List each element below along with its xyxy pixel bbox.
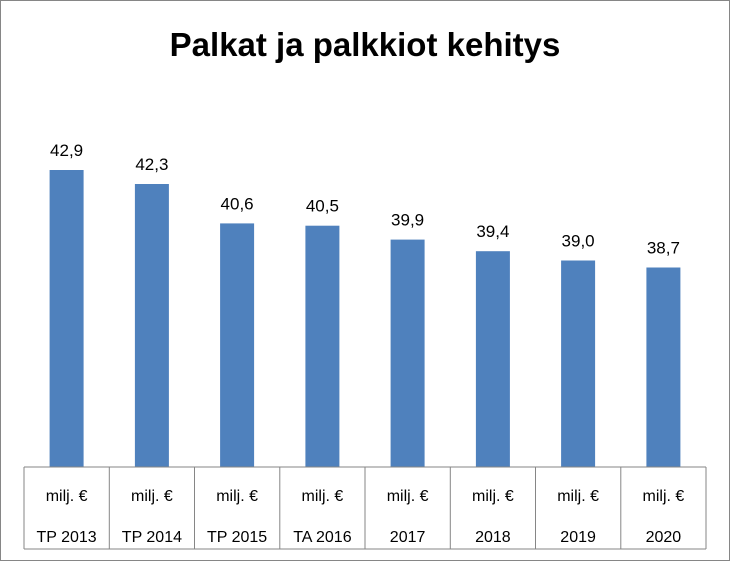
bar-7	[561, 260, 596, 467]
data-label-3: 40,6	[221, 194, 254, 213]
bar-2	[134, 184, 169, 467]
category-label-7: 2019	[560, 529, 596, 546]
unit-label-1: milj. €	[46, 488, 88, 505]
bars-group	[49, 170, 681, 467]
chart-title: Palkat ja palkkiot kehitys	[170, 26, 561, 63]
bar-4	[305, 225, 340, 467]
data-label-1: 42,9	[50, 141, 83, 160]
bar-6	[475, 251, 510, 467]
category-axis-table: milj. € TP 2013 milj. € TP 2014 milj. € TP 20…	[23, 466, 707, 550]
data-label-7: 39,0	[562, 232, 595, 251]
category-label-4: TA 2016	[293, 529, 352, 546]
category-label-8: 2020	[646, 529, 682, 546]
data-label-8: 38,7	[647, 239, 680, 258]
unit-label-2: milj. €	[131, 488, 173, 505]
unit-label-3: milj. €	[216, 488, 258, 505]
category-label-3: TP 2015	[207, 529, 267, 546]
data-label-2: 42,3	[135, 155, 168, 174]
unit-label-7: milj. €	[557, 488, 599, 505]
data-labels-group: 42,9 42,3 40,6 40,5 39,9 39,4 39,0 38,7	[50, 141, 680, 258]
data-label-4: 40,5	[306, 197, 339, 216]
bar-8	[646, 267, 681, 467]
bar-5	[390, 239, 425, 467]
data-label-6: 39,4	[476, 222, 509, 241]
bar-3	[220, 223, 255, 467]
bar-1	[49, 170, 84, 467]
unit-label-8: milj. €	[643, 488, 685, 505]
unit-label-6: milj. €	[472, 488, 514, 505]
category-label-1: TP 2013	[36, 529, 96, 546]
category-label-5: 2017	[390, 529, 426, 546]
data-label-5: 39,9	[391, 211, 424, 230]
category-label-2: TP 2014	[122, 529, 182, 546]
unit-label-5: milj. €	[387, 488, 429, 505]
unit-label-4: milj. €	[302, 488, 344, 505]
category-label-6: 2018	[475, 529, 511, 546]
